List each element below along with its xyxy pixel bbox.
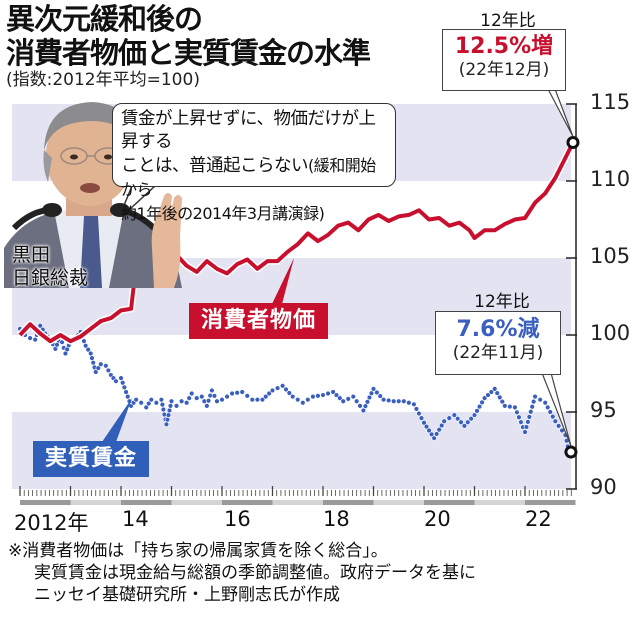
title-line-1: 異次元緩和後の	[6, 2, 203, 36]
x-tick-label: 2012年	[14, 511, 89, 535]
chart-title: 異次元緩和後の 消費者物価と実質賃金の水準	[6, 2, 371, 70]
cpi-callout-date: (22年12月)	[458, 60, 550, 80]
cpi-callout: 12.5%増 (22年12月)	[442, 29, 566, 91]
y-axis	[566, 103, 577, 490]
wage-callout-date: (22年11月)	[452, 343, 544, 363]
endpoint-marker	[566, 136, 580, 149]
chart-subtitle: (指数:2012年平均=100)	[6, 70, 200, 90]
quote-line-2-note: (緩和開始から	[121, 156, 376, 199]
quote-line-2: ことは、普通起こらない(緩和開始から	[121, 154, 387, 202]
x-tick-label: 22	[525, 507, 552, 531]
y-tick-label: 115	[590, 90, 631, 114]
footnote-line-1: ※消費者物価は「持ち家の帰属家賃を除く総合」。	[8, 541, 388, 561]
x-tick-label: 16	[224, 507, 251, 531]
y-tick-label: 110	[590, 167, 631, 191]
quote-line-2-main: ことは、普通起こらない	[121, 156, 309, 176]
wage-callout: 7.6%減 (22年11月)	[435, 311, 561, 375]
y-tick-label: 105	[590, 244, 631, 268]
quote-bubble: 賃金が上昇せずに、物価だけが上昇する ことは、普通起こらない(緩和開始から 約1…	[112, 103, 396, 223]
y-tick-label: 100	[590, 321, 631, 345]
wage-series-label: 実質賃金	[33, 441, 150, 477]
y-tick-label: 95	[590, 398, 617, 422]
person-label: 黒田 日銀総裁	[12, 244, 88, 290]
endpoint-marker	[564, 445, 578, 459]
chart-series	[17, 136, 580, 459]
y-tick-label: 90	[590, 475, 617, 499]
cpi-line	[18, 141, 575, 344]
x-tick-label: 18	[323, 507, 350, 531]
x-tick-label: 20	[424, 507, 451, 531]
x-tick-label: 14	[122, 507, 149, 531]
wage-callout-caption: 12年比	[474, 292, 530, 312]
wage-callout-value: 7.6%減	[456, 317, 540, 342]
footnote-line-3: ニッセイ基礎研究所・上野剛志氏が作成	[34, 585, 340, 605]
quote-line-3: 約1年後の2014年3月講演録)	[121, 204, 325, 223]
cpi-callout-value: 12.5%増	[454, 34, 554, 59]
person-surname: 黒田	[12, 244, 51, 266]
quote-line-1: 賃金が上昇せずに、物価だけが上昇する	[121, 109, 376, 152]
cpi-callout-caption: 12年比	[480, 11, 536, 31]
footnote: ※消費者物価は「持ち家の帰属家賃を除く総合」。 実質賃金は現金給与総額の季節調整…	[8, 540, 476, 606]
title-line-2: 消費者物価と実質賃金の水準	[6, 36, 371, 70]
x-axis	[19, 486, 576, 505]
cpi-series-label: 消費者物価	[189, 303, 329, 339]
person-title: 日銀総裁	[12, 267, 89, 289]
footnote-line-2: 実質賃金は現金給与総額の季節調整値。政府データを基に	[34, 563, 476, 583]
